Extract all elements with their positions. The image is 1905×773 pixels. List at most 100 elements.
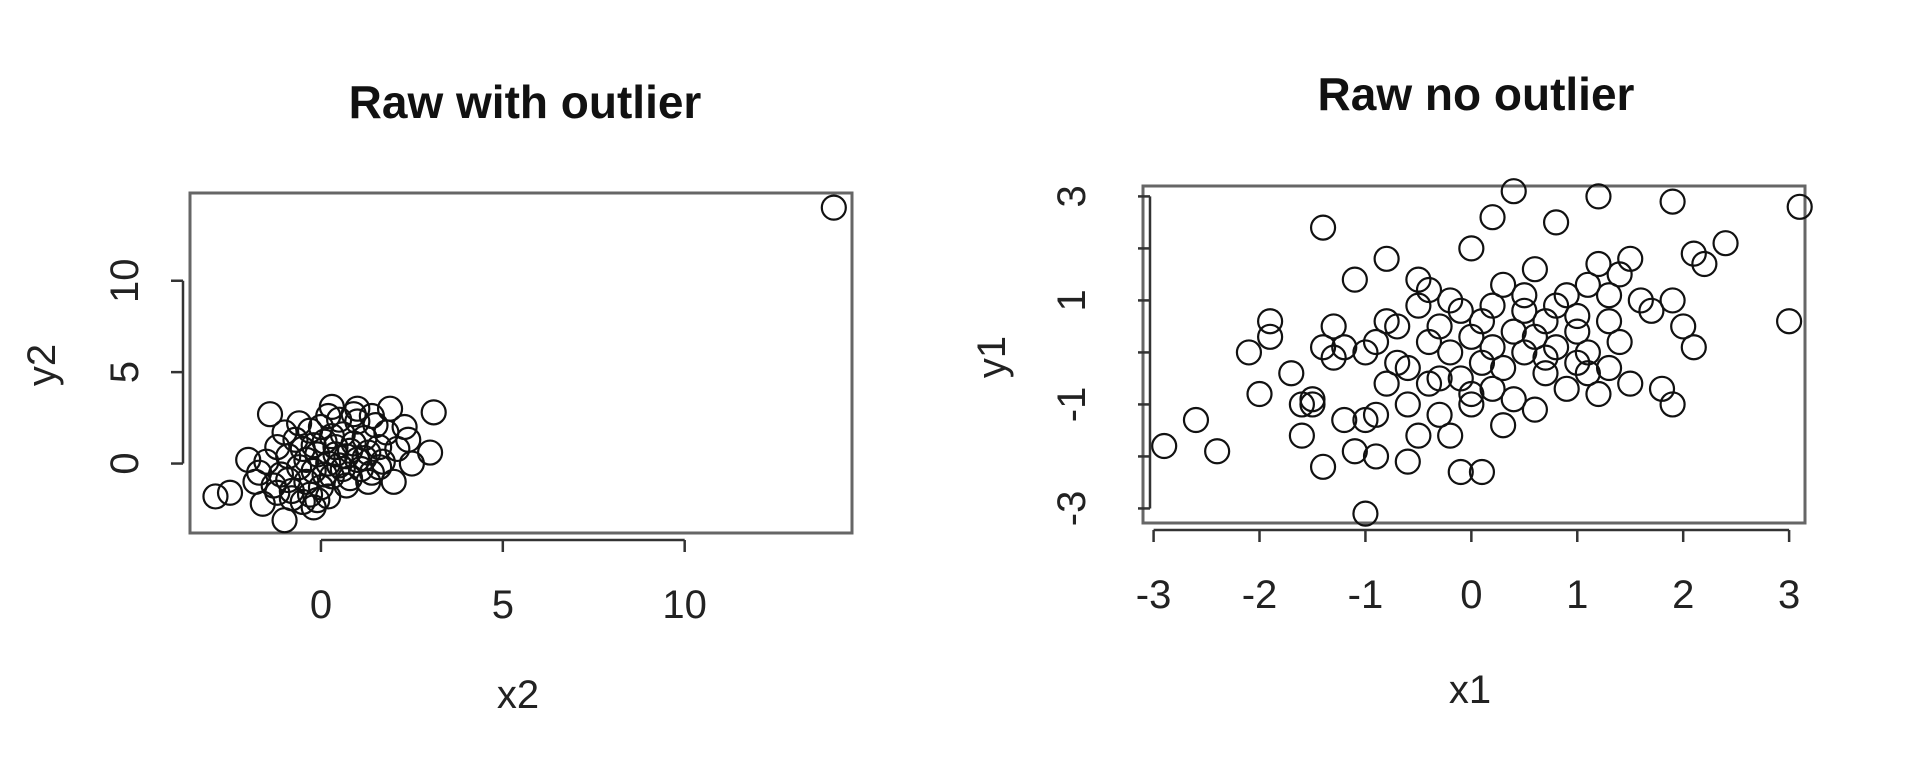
- x-tick-label: 0: [1460, 573, 1482, 617]
- scatter-point: [1362, 443, 1390, 470]
- scatter-point: [264, 479, 291, 506]
- scatter-point: [1235, 339, 1263, 366]
- scatter-point: [1373, 370, 1400, 397]
- scatter-point: [1204, 438, 1231, 465]
- y-tick-label: 1: [1050, 289, 1094, 311]
- scatter-point: [1394, 448, 1421, 475]
- scatter-point: [1659, 287, 1686, 314]
- scatter-point: [1617, 370, 1644, 397]
- scatter-point: [1776, 308, 1803, 335]
- scatter-point: [286, 410, 313, 437]
- scatter-point: [216, 479, 244, 506]
- scatter-point: [1341, 266, 1368, 293]
- scatter-point: [256, 401, 284, 428]
- scatter-point: [1384, 313, 1411, 340]
- scatter-point: [1331, 406, 1358, 434]
- scatter-point: [1542, 334, 1570, 361]
- scatter-point: [1606, 328, 1633, 356]
- scatter-point: [1299, 391, 1326, 418]
- scatter-point: [1659, 188, 1686, 215]
- plot-frame: [188, 191, 854, 535]
- scatter-point: [326, 406, 353, 433]
- scatter-point: [820, 194, 847, 221]
- plot-frame: [1141, 184, 1807, 525]
- scatter-point: [416, 439, 444, 466]
- y-axis-label: y1: [970, 336, 1014, 378]
- scatter-point: [329, 455, 356, 483]
- scatter-point: [1680, 334, 1707, 361]
- scatter-point: [1405, 422, 1432, 449]
- x-tick-label: 2: [1672, 573, 1694, 617]
- scatter-point: [1564, 349, 1591, 376]
- x-tick-label: 5: [492, 583, 514, 627]
- scatter-point: [202, 483, 229, 510]
- scatter-point: [1595, 354, 1623, 382]
- scatter-point: [322, 441, 349, 468]
- scatter-point: [1595, 308, 1623, 335]
- scatter-point: [1500, 386, 1527, 413]
- scatter-point: [1278, 360, 1305, 387]
- scatter-point: [1500, 318, 1527, 345]
- scatter-point: [1553, 282, 1580, 309]
- scatter-point: [1479, 292, 1506, 319]
- scatter-point: [1405, 292, 1432, 319]
- scatter-point: [1426, 401, 1453, 428]
- y-tick-label: 3: [1050, 185, 1094, 207]
- scatter-point: [336, 437, 364, 464]
- scatter-point: [271, 507, 298, 534]
- scatter-point: [1352, 500, 1379, 527]
- x-tick-label: ‑2: [1242, 573, 1278, 617]
- scatter-point: [1490, 271, 1517, 298]
- scatter-point: [293, 446, 320, 473]
- y-axis: -3 -1 1 3: [1050, 185, 1152, 527]
- scatter-point: [1585, 250, 1612, 278]
- scatter-point: [289, 488, 316, 516]
- scatter-point: [1627, 287, 1654, 314]
- y-tick-label: 0: [103, 452, 147, 474]
- y-tick-label: 5: [103, 361, 147, 383]
- scatter-point: [1479, 334, 1506, 361]
- scatter-point: [304, 486, 331, 514]
- x-tick-label: 3: [1778, 573, 1800, 617]
- scatter-point: [1437, 339, 1464, 366]
- scatter-point: [1521, 396, 1549, 423]
- x-axis-label: x1: [1449, 668, 1491, 712]
- scatter-point: [1257, 323, 1284, 350]
- scatter-points: [202, 194, 847, 534]
- scatter-point: [1320, 313, 1347, 340]
- scatter-point: [1257, 308, 1284, 335]
- scatter-point: [318, 423, 345, 450]
- y-tick-label: -1: [1050, 387, 1094, 423]
- x-axis: ‑3 ‑2 ‑1 0 1 2 3: [1136, 528, 1800, 617]
- y-tick-label: -3: [1050, 491, 1094, 527]
- scatter-point: [1532, 360, 1559, 387]
- x-tick-label: 10: [662, 583, 707, 627]
- scatter-point: [315, 450, 342, 477]
- scatter-point: [358, 402, 385, 430]
- scatter-point: [1437, 422, 1464, 449]
- scatter-point: [1468, 458, 1496, 486]
- scatter-point: [1511, 297, 1538, 324]
- scatter-point: [1595, 282, 1623, 309]
- chart-title: Raw no outlier: [1318, 68, 1635, 120]
- scatter-point: [1447, 458, 1474, 486]
- x-axis-label: x2: [497, 673, 539, 717]
- scatter-point: [333, 472, 360, 499]
- scatter-point: [1362, 328, 1390, 356]
- scatter-point: [1574, 339, 1601, 366]
- scatter-point: [242, 468, 269, 495]
- scatter-points: [1151, 178, 1813, 527]
- scatter-point: [1309, 334, 1337, 361]
- x-tick-label: ‑1: [1348, 573, 1384, 617]
- scatter-point: [1564, 302, 1591, 330]
- scatter-point: [1680, 240, 1707, 267]
- scatter-point: [1532, 344, 1559, 371]
- scatter-point: [1182, 406, 1210, 434]
- scatter-point: [311, 461, 338, 488]
- scatter-point: [1617, 245, 1644, 272]
- scatter-point: [1574, 271, 1601, 298]
- scatter-point: [253, 448, 280, 475]
- y-axis-label: y2: [20, 344, 64, 386]
- scatter-point: [1574, 360, 1601, 387]
